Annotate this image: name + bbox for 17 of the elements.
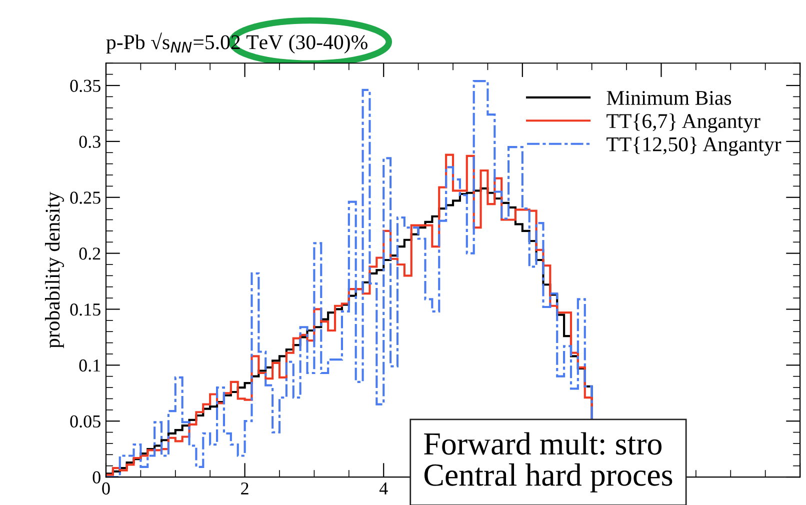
x-tick-label: 2 <box>241 482 248 494</box>
legend-label: TT{12,50} Angantyr <box>606 136 782 156</box>
legend-label: Minimum Bias <box>606 90 732 105</box>
y-tick-label: 0.05 <box>70 415 100 428</box>
y-axis-title: probability density <box>45 192 64 348</box>
y-tick-label: 0.25 <box>70 192 100 204</box>
x-tick-label: 4 <box>379 482 388 494</box>
annotation: Central hard proces <box>424 463 672 492</box>
y-tick-label: 0.3 <box>79 136 100 148</box>
y-tick-label: 0.35 <box>70 80 100 92</box>
legend-label: TT{6,7} Angantyr <box>606 113 760 132</box>
annotation: Forward mult: stro <box>424 432 662 455</box>
y-tick-label: 0 <box>92 471 100 484</box>
x-tick-label: 0 <box>102 482 110 495</box>
y-tick-label: 0.1 <box>79 359 100 372</box>
y-tick-label: 0.2 <box>79 248 100 260</box>
y-tick-label: 0.15 <box>70 303 100 316</box>
